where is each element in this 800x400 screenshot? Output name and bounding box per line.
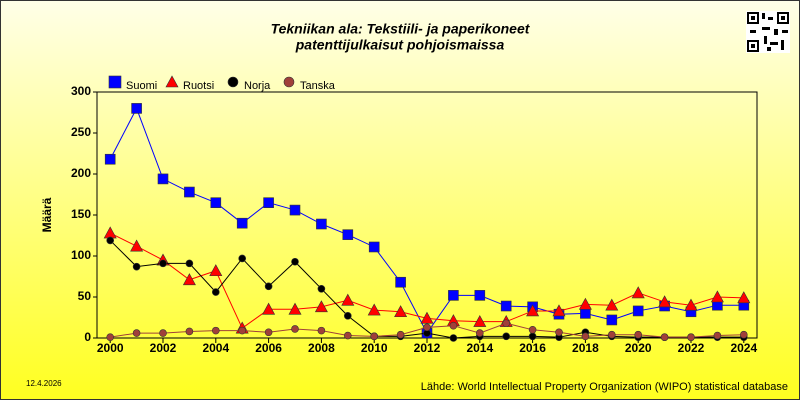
y-tick-label: 100 [71, 248, 91, 262]
marker [503, 320, 510, 327]
x-tick-label: 2018 [572, 341, 599, 355]
y-tick-label: 0 [84, 330, 91, 344]
legend-label: Suomi [126, 80, 157, 92]
marker [237, 218, 247, 228]
marker [318, 285, 325, 292]
marker [448, 290, 458, 300]
marker [264, 198, 274, 208]
marker [184, 187, 194, 197]
marker [714, 332, 721, 339]
y-tick-label: 300 [71, 84, 91, 98]
marker [397, 331, 404, 338]
marker [450, 335, 457, 342]
legend-label: Tanska [300, 80, 336, 92]
marker [239, 327, 246, 334]
marker [371, 333, 378, 340]
marker [212, 289, 219, 296]
marker [344, 312, 351, 319]
marker [501, 301, 511, 311]
marker [343, 230, 353, 240]
y-tick-label: 150 [71, 207, 91, 221]
legend-marker [228, 77, 238, 87]
marker [212, 327, 219, 334]
x-tick-label: 2010 [361, 341, 388, 355]
y-tick-label: 50 [78, 289, 92, 303]
marker [318, 327, 325, 334]
y-axis-label: Määrä [40, 197, 54, 232]
marker [265, 329, 272, 336]
legend-marker [109, 76, 121, 88]
marker [688, 334, 695, 341]
marker [344, 332, 351, 339]
marker [290, 205, 300, 215]
marker [133, 263, 140, 270]
marker [186, 328, 193, 335]
marker [239, 255, 246, 262]
marker [633, 306, 643, 316]
marker [450, 322, 457, 329]
marker [369, 242, 379, 252]
marker [396, 277, 406, 287]
x-tick-label: 2004 [202, 341, 229, 355]
marker [107, 237, 114, 244]
marker [316, 219, 326, 229]
marker [556, 329, 563, 336]
marker [476, 330, 483, 337]
x-tick-label: 2016 [519, 341, 546, 355]
x-tick-label: 2008 [308, 341, 335, 355]
x-tick-label: 2000 [97, 341, 124, 355]
marker [107, 334, 114, 341]
marker [580, 308, 590, 318]
legend-label: Ruotsi [183, 80, 214, 92]
chart-title: Tekniikan ala: Tekstiili- ja paperikonee… [271, 21, 531, 37]
marker [529, 326, 536, 333]
marker [608, 331, 615, 338]
marker [292, 325, 299, 332]
marker [292, 258, 299, 265]
x-tick-label: 2022 [678, 341, 705, 355]
marker [424, 324, 431, 331]
x-tick-label: 2024 [730, 341, 757, 355]
legend-label: Norja [244, 80, 271, 92]
legend-marker [284, 77, 294, 87]
marker [740, 331, 747, 338]
marker [265, 283, 272, 290]
marker [661, 334, 668, 341]
marker [160, 330, 167, 337]
chart-subtitle: patenttijulkaisut pohjoismaissa [295, 37, 505, 53]
qr-code [746, 11, 790, 53]
marker [133, 330, 140, 337]
marker [105, 154, 115, 164]
x-tick-label: 2020 [625, 341, 652, 355]
x-tick-label: 2006 [255, 341, 282, 355]
marker [635, 331, 642, 338]
y-tick-label: 250 [71, 125, 91, 139]
marker [186, 260, 193, 267]
marker [582, 333, 589, 340]
marker [475, 290, 485, 300]
marker [132, 103, 142, 113]
date: 12.4.2026 [26, 379, 62, 388]
marker [211, 198, 221, 208]
x-tick-label: 2014 [466, 341, 493, 355]
y-tick-label: 200 [71, 166, 91, 180]
x-tick-label: 2002 [150, 341, 177, 355]
marker [158, 174, 168, 184]
x-tick-label: 2012 [414, 341, 441, 355]
source: Lähde: World Intellectual Property Organ… [421, 381, 788, 393]
marker [529, 333, 536, 340]
marker [503, 333, 510, 340]
marker [607, 315, 617, 325]
marker [160, 260, 167, 267]
